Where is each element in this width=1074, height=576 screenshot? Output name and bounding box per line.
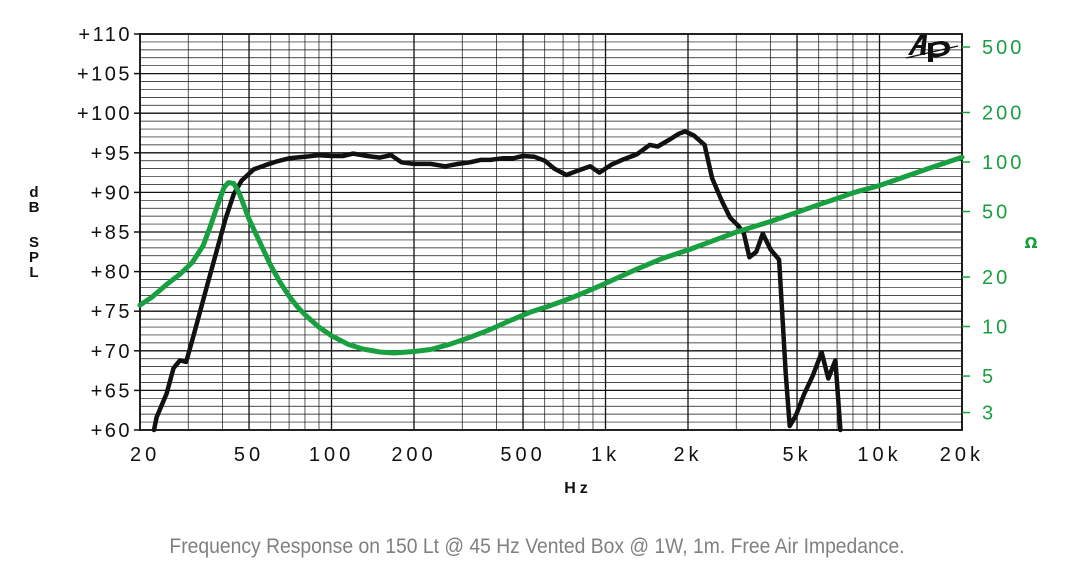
y2-tick-label: 20 bbox=[982, 267, 1010, 289]
x-tick-label: 50 bbox=[234, 444, 264, 466]
y-tick-label: +80 bbox=[91, 262, 132, 284]
y-tick-label: +75 bbox=[91, 301, 132, 323]
y-axis-label-char: d bbox=[29, 184, 38, 201]
y-axis-label-char: L bbox=[29, 264, 38, 281]
y2-tick-label: 3 bbox=[982, 403, 996, 425]
x-tick-label: 20k bbox=[940, 444, 984, 466]
x-tick-label: 500 bbox=[500, 444, 545, 466]
y-tick-label: +60 bbox=[91, 420, 132, 442]
x-tick-label: 100 bbox=[309, 444, 354, 466]
x-axis-tick-labels: 20 50 100 200 500 1k 2k 5k 10k 20k bbox=[130, 444, 984, 466]
spl-response-curve bbox=[151, 129, 843, 433]
x-tick-label: 10k bbox=[857, 444, 901, 466]
x-tick-label: 1k bbox=[591, 444, 620, 466]
x-tick-label: 200 bbox=[391, 444, 436, 466]
y-tick-label: +90 bbox=[91, 182, 132, 204]
impedance-curve bbox=[137, 154, 965, 356]
y-tick-label: +95 bbox=[91, 143, 132, 165]
y-axis-label-char: S bbox=[29, 234, 39, 251]
y2-tick-label: 200 bbox=[982, 102, 1024, 124]
series-layer bbox=[137, 129, 965, 433]
x-tick-label: 5k bbox=[782, 444, 811, 466]
y-tick-label: +85 bbox=[91, 222, 132, 244]
y-tick-label: +105 bbox=[77, 64, 132, 86]
y-axis-label-char: B bbox=[29, 199, 40, 216]
y-tick-label: +100 bbox=[77, 103, 132, 125]
y-tick-label: +70 bbox=[91, 341, 132, 363]
y2-tick-label: 500 bbox=[982, 37, 1024, 59]
y2-axis-label: Ω bbox=[1025, 234, 1038, 252]
chart-caption: Frequency Response on 150 Lt @ 45 Hz Ven… bbox=[169, 535, 905, 558]
plot-grid bbox=[139, 33, 963, 431]
y-tick-label: +65 bbox=[91, 380, 132, 402]
y2-tick-label: 50 bbox=[982, 202, 1010, 224]
y2-axis-tick-labels: 500 200 100 50 20 10 5 3 bbox=[962, 37, 1024, 425]
ap-logo bbox=[905, 35, 959, 62]
y-axis-label: dB SPL bbox=[29, 184, 40, 281]
x-tick-label: 20 bbox=[130, 444, 160, 466]
y2-tick-label: 100 bbox=[982, 152, 1024, 174]
x-tick-label: 2k bbox=[673, 444, 702, 466]
y-axis-label-char: P bbox=[29, 249, 39, 266]
x-axis-label: Hz bbox=[564, 480, 592, 497]
y2-tick-label: 5 bbox=[982, 366, 996, 388]
y-tick-label: +110 bbox=[78, 24, 132, 46]
y2-tick-label: 10 bbox=[982, 317, 1010, 339]
y-axis-tick-labels: +110 +105 +100 +95 +90 +85 +80 +75 +70 +65 +60 bbox=[77, 24, 140, 442]
